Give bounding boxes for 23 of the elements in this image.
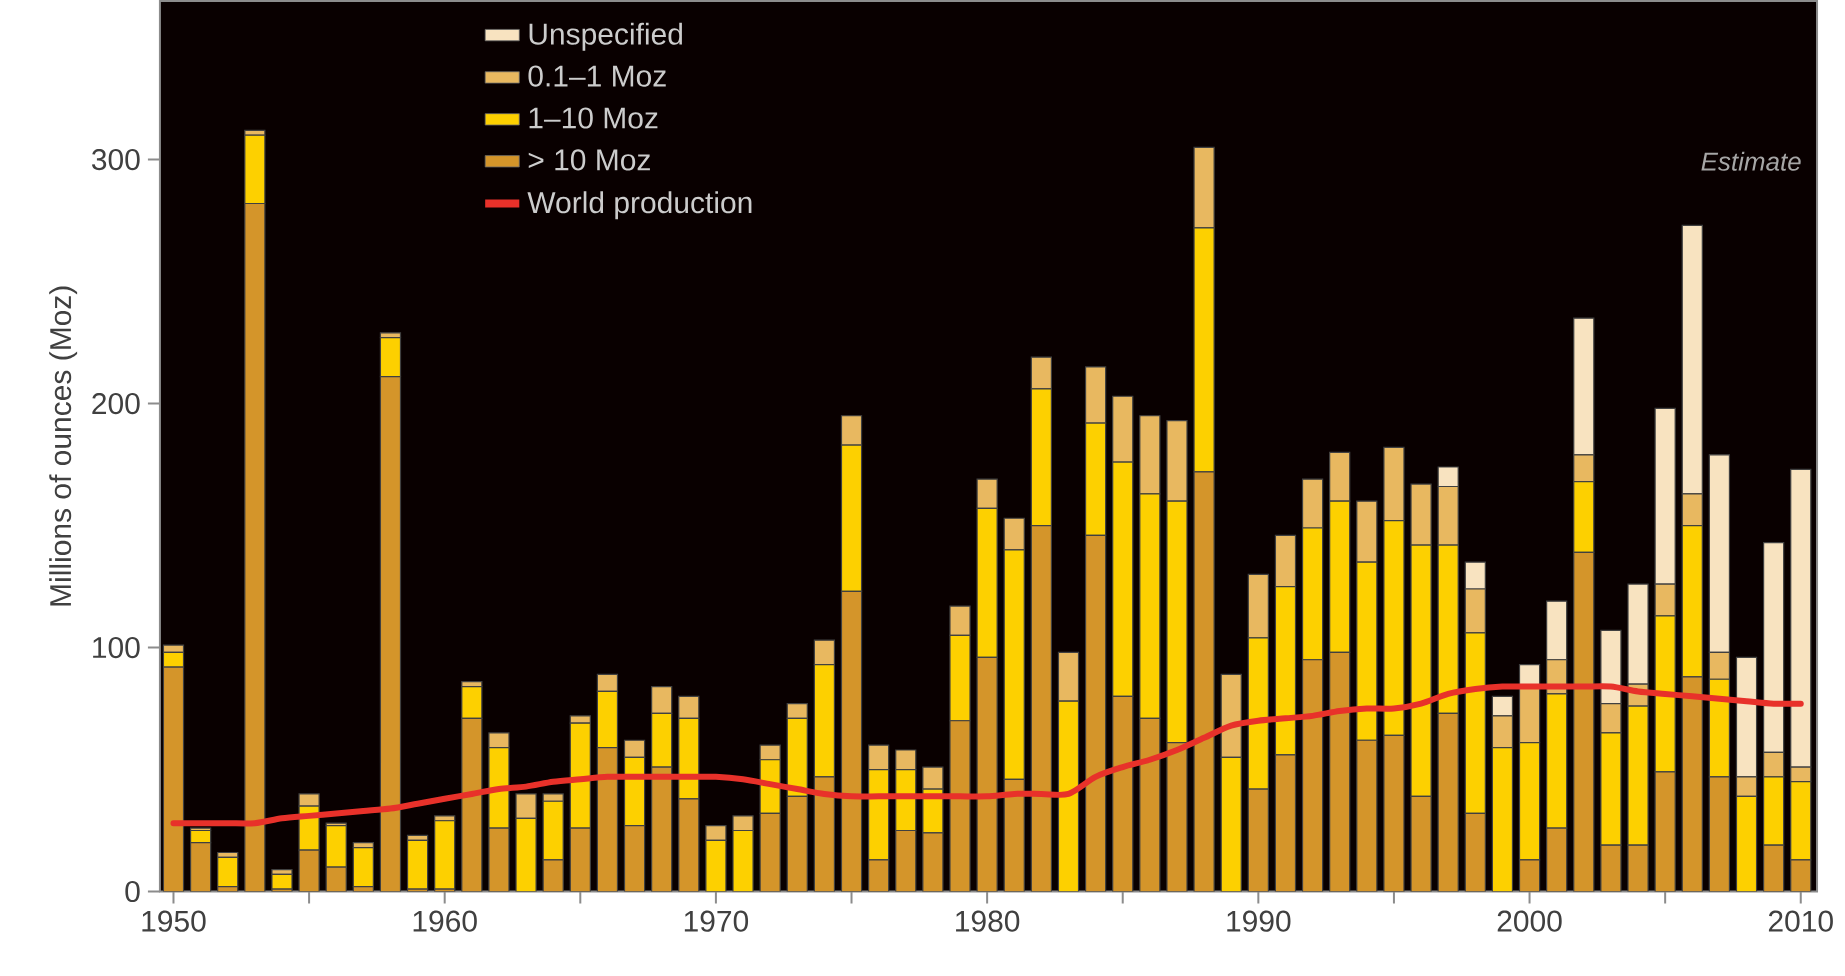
x-tick-label: 2000 xyxy=(1497,910,1562,932)
y-tick-label: 200 xyxy=(92,392,140,414)
legend-label: Unspecified xyxy=(529,22,682,51)
bar xyxy=(434,819,456,890)
legend-label: 0.1–1 Moz xyxy=(528,65,666,87)
x-tick-label: 1990 xyxy=(1227,910,1291,932)
y-tick-label: 100 xyxy=(93,636,140,658)
bar xyxy=(217,856,239,887)
y-tick-label: 0 xyxy=(125,880,140,902)
legend-label: World production xyxy=(527,191,752,219)
bar xyxy=(352,846,374,887)
bar xyxy=(271,873,293,890)
y-tick-label: 300 xyxy=(91,148,140,170)
annotation: Estimate xyxy=(1701,151,1801,171)
x-tick-label: 2010 xyxy=(1768,910,1833,932)
x-tick-label: 1980 xyxy=(956,910,1020,932)
x-tick-label: 1970 xyxy=(684,910,749,932)
x-tick-label: 1950 xyxy=(142,910,206,932)
bar xyxy=(406,839,429,890)
legend-label: > 10 Moz xyxy=(528,149,650,171)
y-axis-title: Millions of ounces (Moz) xyxy=(49,286,78,606)
x-tick-label: 1960 xyxy=(413,910,477,932)
legend-label: 1–10 Moz xyxy=(529,107,658,129)
